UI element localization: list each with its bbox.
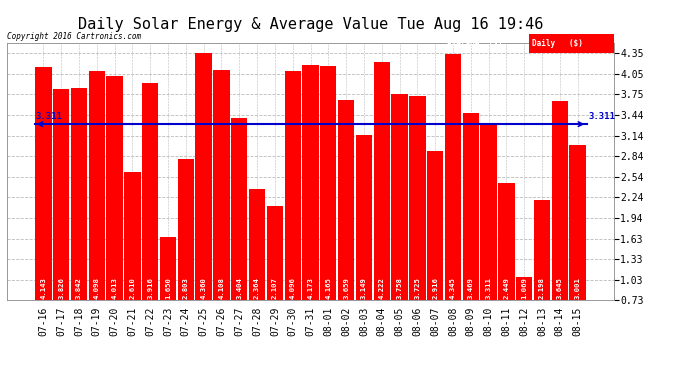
- Bar: [88, 70, 105, 300]
- Text: 1.650: 1.650: [165, 277, 171, 298]
- Text: Copyright 2016 Cartronics.com: Copyright 2016 Cartronics.com: [7, 32, 141, 40]
- Text: 3.916: 3.916: [147, 277, 153, 298]
- Text: 3.758: 3.758: [397, 277, 402, 298]
- Bar: [498, 183, 515, 300]
- Text: 4.345: 4.345: [450, 277, 456, 298]
- Text: 2.916: 2.916: [432, 277, 438, 298]
- Bar: [445, 54, 461, 300]
- Text: 2.449: 2.449: [504, 277, 509, 298]
- Text: 3.842: 3.842: [76, 277, 82, 298]
- Text: 4.098: 4.098: [94, 277, 100, 298]
- Bar: [409, 96, 426, 300]
- Text: 4.360: 4.360: [201, 277, 207, 298]
- Bar: [516, 277, 533, 300]
- Text: 2.198: 2.198: [539, 277, 545, 298]
- Text: 3.826: 3.826: [58, 277, 64, 298]
- Text: 3.311: 3.311: [589, 112, 615, 122]
- Bar: [284, 70, 301, 300]
- Text: 1.069: 1.069: [521, 277, 527, 298]
- Bar: [320, 66, 337, 300]
- Text: 3.404: 3.404: [236, 277, 242, 298]
- Text: 2.107: 2.107: [272, 277, 278, 298]
- Bar: [71, 88, 87, 300]
- Bar: [302, 65, 319, 300]
- Bar: [427, 151, 444, 300]
- Bar: [124, 172, 141, 300]
- Bar: [534, 200, 550, 300]
- Text: 4.108: 4.108: [219, 277, 224, 298]
- Bar: [195, 53, 212, 300]
- Bar: [480, 124, 497, 300]
- Text: 2.803: 2.803: [183, 277, 189, 298]
- Bar: [213, 70, 230, 300]
- Bar: [551, 101, 568, 300]
- Text: 4.222: 4.222: [379, 277, 385, 298]
- Bar: [231, 118, 248, 300]
- Text: 3.659: 3.659: [343, 277, 349, 298]
- Text: 4.165: 4.165: [325, 277, 331, 298]
- Text: 3.469: 3.469: [468, 277, 474, 298]
- Text: 3.645: 3.645: [557, 277, 563, 298]
- Bar: [53, 89, 70, 300]
- Text: 3.311: 3.311: [35, 112, 62, 122]
- Bar: [267, 206, 283, 300]
- Bar: [177, 159, 194, 300]
- Title: Daily Solar Energy & Average Value Tue Aug 16 19:46: Daily Solar Energy & Average Value Tue A…: [78, 16, 543, 32]
- Text: 4.173: 4.173: [308, 277, 313, 298]
- Bar: [142, 83, 159, 300]
- Text: 3.001: 3.001: [575, 277, 580, 298]
- Text: 4.143: 4.143: [41, 277, 46, 298]
- Bar: [249, 189, 265, 300]
- Text: 3.311: 3.311: [486, 277, 491, 298]
- Text: 3.725: 3.725: [414, 277, 420, 298]
- Text: 4.096: 4.096: [290, 277, 296, 298]
- Bar: [106, 76, 123, 300]
- Bar: [569, 145, 586, 300]
- Bar: [356, 135, 372, 300]
- Text: 3.149: 3.149: [361, 277, 367, 298]
- Bar: [338, 100, 354, 300]
- Text: 2.610: 2.610: [130, 277, 135, 298]
- Bar: [160, 237, 176, 300]
- Text: 4.013: 4.013: [112, 277, 117, 298]
- Bar: [462, 113, 479, 300]
- Bar: [391, 94, 408, 300]
- Text: 2.364: 2.364: [254, 277, 260, 298]
- Bar: [35, 68, 52, 300]
- Bar: [373, 62, 390, 300]
